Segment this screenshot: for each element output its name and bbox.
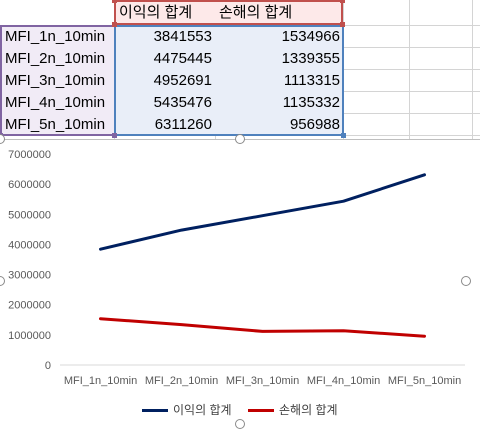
loss-cell[interactable]: 1339355: [281, 50, 340, 67]
legend-item-profit[interactable]: 이익의 합계: [142, 401, 252, 419]
row-label-cell[interactable]: MFI_4n_10min: [5, 94, 106, 111]
profit-cell[interactable]: 3841553: [153, 28, 212, 45]
label-range-highlight: [0, 25, 115, 136]
row-label-cell[interactable]: MFI_2n_10min: [5, 50, 106, 67]
profit-cell[interactable]: 4952691: [153, 72, 212, 89]
chart-legend[interactable]: 이익의 합계 손해의 합계: [0, 401, 480, 421]
header-range-handle[interactable]: [112, 0, 117, 3]
line-chart[interactable]: 0 1000000 2000000 3000000 4000000 5000000 6000…: [0, 134, 480, 429]
header-range-highlight: [115, 0, 343, 25]
loss-cell[interactable]: 1135332: [282, 94, 340, 111]
value-range-border: [114, 25, 344, 136]
loss-cell[interactable]: 956988: [289, 116, 340, 133]
x-tick-label: MFI_3n_10min: [226, 375, 299, 387]
legend-item-loss[interactable]: 손해의 합계: [248, 401, 358, 419]
header-range-handle[interactable]: [340, 0, 345, 3]
series-line-profit[interactable]: [99, 173, 426, 251]
y-tick-label: 1000000: [8, 330, 51, 342]
legend-swatch-profit: [142, 409, 168, 412]
profit-cell[interactable]: 5435476: [153, 94, 212, 111]
row-label-cell[interactable]: MFI_3n_10min: [5, 72, 106, 89]
series-line-loss[interactable]: [99, 317, 426, 338]
row-label-cell[interactable]: MFI_5n_10min: [5, 116, 106, 133]
value-range-highlight: [115, 25, 343, 136]
spreadsheet-range[interactable]: 이익의 합계 손해의 합계 MFI_1n_10min 3841553 15349…: [0, 0, 480, 140]
label-range-handle[interactable]: [112, 133, 117, 138]
legend-swatch-loss: [248, 409, 274, 412]
header-range-border: [114, 0, 343, 25]
header-cell-loss[interactable]: 손해의 합계: [219, 4, 293, 21]
x-tick-label: MFI_5n_10min: [388, 375, 461, 387]
y-tick-label: 7000000: [8, 149, 51, 161]
y-tick-label: 5000000: [8, 209, 51, 221]
column-divider: [409, 0, 410, 140]
profit-cell[interactable]: 4475445: [153, 50, 212, 67]
y-tick-label: 3000000: [8, 270, 51, 282]
y-tick-label: 0: [45, 360, 51, 372]
chart-resize-handle[interactable]: [461, 276, 471, 286]
row-label-cell[interactable]: MFI_1n_10min: [5, 28, 106, 45]
y-tick-label: 6000000: [8, 179, 51, 191]
legend-label-profit: 이익의 합계: [173, 403, 232, 417]
x-tick-label: MFI_4n_10min: [307, 375, 380, 387]
chart-resize-handle[interactable]: [235, 134, 245, 144]
x-tick-label: MFI_1n_10min: [64, 375, 137, 387]
y-tick-label: 4000000: [8, 239, 51, 251]
legend-label-loss: 손해의 합계: [279, 403, 338, 417]
loss-cell[interactable]: 1113315: [283, 72, 340, 89]
header-range-handle[interactable]: [340, 22, 345, 27]
x-tick-label: MFI_2n_10min: [145, 375, 218, 387]
header-range-handle[interactable]: [112, 22, 117, 27]
profit-cell[interactable]: 6311260: [154, 116, 212, 133]
chart-plot-area: 0 1000000 2000000 3000000 4000000 5000000 6000…: [8, 149, 465, 387]
value-range-handle[interactable]: [341, 133, 346, 138]
loss-cell[interactable]: 1534966: [281, 28, 340, 45]
header-cell-profit[interactable]: 이익의 합계: [119, 4, 193, 21]
column-divider: [472, 0, 473, 140]
y-tick-label: 2000000: [8, 300, 51, 312]
label-range-border: [0, 25, 116, 136]
chart-resize-handle[interactable]: [235, 419, 245, 429]
